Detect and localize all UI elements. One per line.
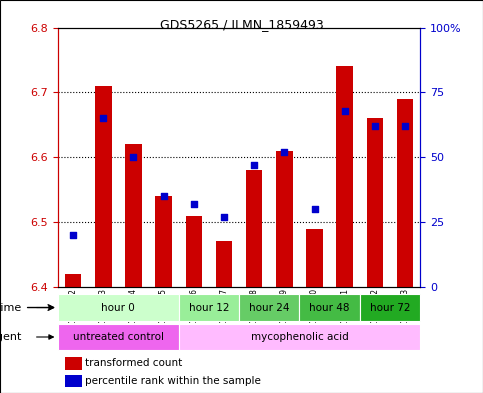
Bar: [276, 151, 293, 287]
Bar: [65, 357, 82, 369]
Bar: [299, 28, 330, 287]
Point: [281, 149, 288, 155]
Bar: [330, 28, 360, 287]
Point: [311, 206, 318, 212]
Bar: [58, 28, 88, 287]
Bar: [390, 28, 420, 287]
Bar: [156, 196, 172, 287]
Bar: [179, 28, 209, 287]
Bar: [239, 294, 299, 321]
Point: [401, 123, 409, 129]
Bar: [270, 28, 299, 287]
Bar: [65, 274, 81, 287]
Text: transformed count: transformed count: [85, 358, 183, 368]
Bar: [306, 228, 323, 287]
Text: hour 24: hour 24: [249, 303, 289, 312]
Bar: [360, 28, 390, 287]
Bar: [360, 294, 420, 321]
Point: [69, 232, 77, 238]
Point: [371, 123, 379, 129]
Bar: [58, 294, 179, 321]
Text: agent: agent: [0, 332, 22, 342]
Text: hour 72: hour 72: [370, 303, 410, 312]
Text: time: time: [0, 303, 22, 312]
Text: hour 48: hour 48: [310, 303, 350, 312]
Bar: [58, 324, 179, 350]
Text: hour 12: hour 12: [189, 303, 229, 312]
Text: mycophenolic acid: mycophenolic acid: [251, 332, 348, 342]
Bar: [118, 28, 149, 287]
Bar: [216, 242, 232, 287]
Bar: [185, 216, 202, 287]
Bar: [239, 28, 270, 287]
Bar: [299, 294, 360, 321]
Bar: [337, 66, 353, 287]
Bar: [397, 99, 413, 287]
Text: hour 0: hour 0: [101, 303, 135, 312]
Text: GDS5265 / ILMN_1859493: GDS5265 / ILMN_1859493: [159, 18, 324, 31]
Point: [129, 154, 137, 160]
Bar: [125, 144, 142, 287]
Point: [341, 107, 349, 114]
Bar: [88, 28, 118, 287]
Point: [220, 214, 228, 220]
Bar: [209, 28, 239, 287]
Text: untreated control: untreated control: [73, 332, 164, 342]
Bar: [179, 324, 420, 350]
Bar: [65, 375, 82, 387]
Point: [160, 193, 168, 199]
Bar: [246, 170, 262, 287]
Bar: [95, 86, 112, 287]
Point: [99, 115, 107, 121]
Bar: [179, 294, 239, 321]
Bar: [149, 28, 179, 287]
Bar: [367, 118, 383, 287]
Point: [190, 201, 198, 207]
Point: [250, 162, 258, 168]
Text: percentile rank within the sample: percentile rank within the sample: [85, 376, 261, 386]
